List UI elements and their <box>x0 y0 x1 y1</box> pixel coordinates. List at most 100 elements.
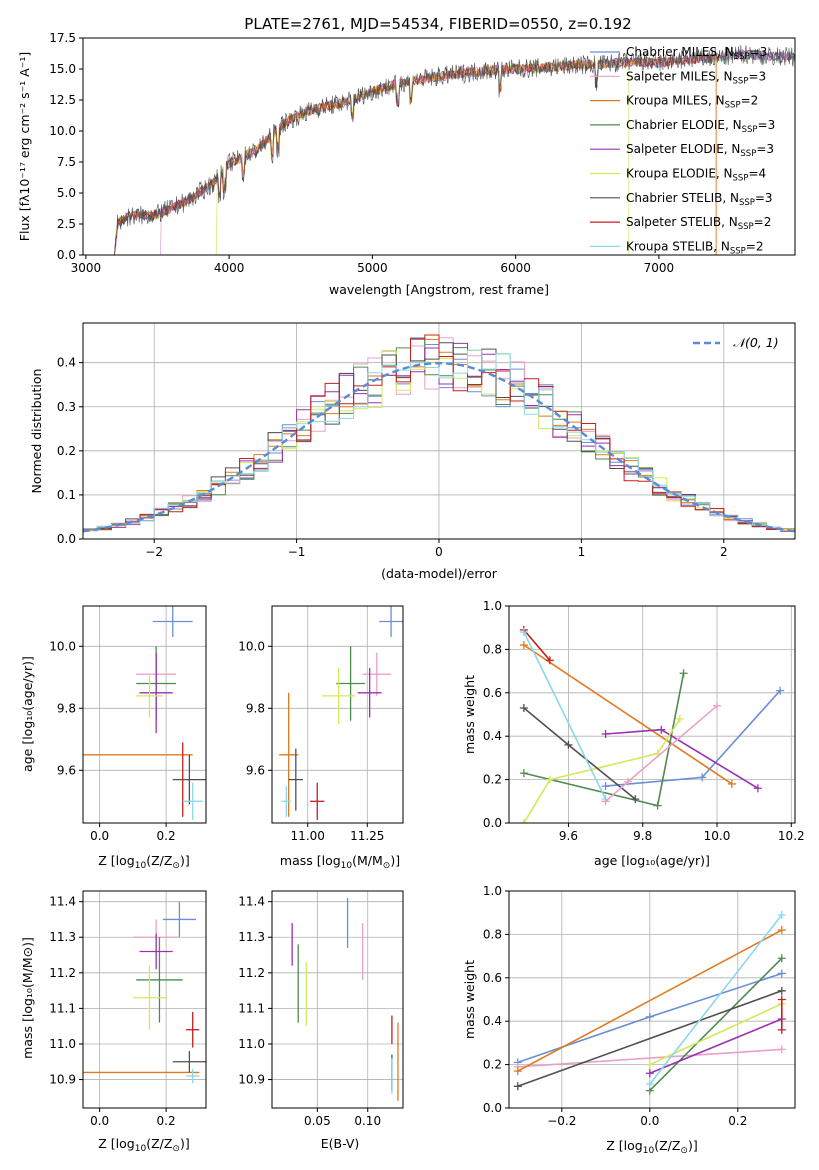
weight-marker-chabrier-stelib <box>777 986 786 995</box>
weight-marker-kroupa-miles <box>727 779 736 788</box>
y-tick-label: 1.0 <box>483 884 502 898</box>
spectrum-line-chabrier-stelib <box>114 44 795 255</box>
label-part: (Z/Z <box>146 1136 172 1151</box>
weight-marker-salpeter-elodie <box>657 725 666 734</box>
y-tick-label: 9.8 <box>57 701 76 715</box>
legend-sub: SSP <box>733 76 749 86</box>
plot-area <box>114 44 795 255</box>
label-part: (Z/Z <box>146 853 172 868</box>
y-tick-label: 15.0 <box>49 62 76 76</box>
x-tick-label: 11.00 <box>291 829 325 843</box>
weight-marker-chabrier-miles <box>645 1012 654 1021</box>
x-tick-label: 4000 <box>214 261 245 275</box>
x-axis-label: E(B-V) <box>321 1136 360 1151</box>
y-tick-label: 12.5 <box>49 93 76 107</box>
x-tick-label: 0.2 <box>157 1114 176 1128</box>
y-tick-label: 11.4 <box>238 895 265 909</box>
y-axis-label: mass weight <box>462 960 477 1039</box>
legend-text: Salpeter ELODIE, N <box>626 142 740 156</box>
label-sub: ⊙ <box>383 861 391 871</box>
y-tick-label: 10.9 <box>238 1073 265 1087</box>
weight-line-kroupa-stelib <box>649 914 783 1085</box>
label-sub: 10 <box>341 861 353 871</box>
legend-entry-salpeter-elodie: Salpeter ELODIE, NSSP=3 <box>626 142 774 159</box>
weight-marker-salpeter-elodie <box>753 784 762 793</box>
axes-frame <box>82 322 796 540</box>
plot-area <box>83 901 206 1084</box>
legend-entry-kroupa-miles: Kroupa MILES, NSSP=2 <box>626 94 758 111</box>
legend-text: Chabrier STELIB, N <box>626 191 739 205</box>
label-sub: 10 <box>135 1144 147 1154</box>
axes-frame <box>82 605 207 824</box>
x-tick-label: 0.0 <box>90 829 109 843</box>
y-axis-label: Flux [fλ10⁻¹⁷ erg cm⁻² s⁻¹ A⁻¹] <box>17 52 32 241</box>
weight-line-salpeter-elodie <box>649 1018 783 1075</box>
y-tick-label: 11.0 <box>49 1037 76 1051</box>
y-tick-label: 0.0 <box>483 816 502 830</box>
y-axis-label: mass weight <box>462 675 477 754</box>
y-tick-label: 9.8 <box>246 701 265 715</box>
x-tick-label: 0.0 <box>640 1114 659 1128</box>
weight-line-chabrier-stelib <box>523 707 636 800</box>
y-axis-label: Normed distribution <box>29 369 44 494</box>
weight-marker-salpeter-miles <box>623 777 632 786</box>
x-tick-label: 0.0 <box>90 1114 109 1128</box>
y-tick-label: 0.1 <box>57 488 76 502</box>
x-tick-label: 0.10 <box>354 1114 381 1128</box>
spectrum-panel: 3000 4000 5000 6000 7000 0.0 2.5 5.0 7.5 10.0 12.5… <box>17 31 796 297</box>
legend-entry-salpeter-stelib: Salpeter STELIB, NSSP=2 <box>626 215 771 232</box>
legend-entry-chabrier-stelib: Chabrier STELIB, NSSP=3 <box>626 191 773 208</box>
label-part: )] <box>390 853 400 868</box>
weight-line-kroupa-elodie <box>523 718 681 823</box>
legend-entry-salpeter-miles: Salpeter MILES, NSSP=3 <box>626 69 766 86</box>
x-axis-label: age [log₁₀(age/yr)] <box>594 853 710 868</box>
axes-frame <box>82 37 796 256</box>
legend-sub: SSP <box>725 101 741 111</box>
axes-frame <box>508 890 796 1109</box>
label-part: (Z/Z <box>654 1138 680 1153</box>
label-part: )] <box>180 1136 190 1151</box>
weight-marker-chabrier-stelib <box>564 740 573 749</box>
plot-area <box>279 606 403 820</box>
y-tick-label: 0.8 <box>483 927 502 941</box>
weight-line-chabrier-elodie <box>649 957 783 1092</box>
x-axis-label: wavelength [Angstrom, rest frame] <box>329 282 549 297</box>
legend-text: =2 <box>746 239 764 253</box>
weight-marker-kroupa-elodie <box>675 714 684 723</box>
label-sub: 10 <box>135 861 147 871</box>
y-tick-label: 11.4 <box>49 895 76 909</box>
weight-vs-age-panel: 9.6 9.8 10.0 10.2 0.0 0.2 0.4 0.6 0.8 1.0 mass wei… <box>462 599 805 868</box>
y-tick-label: 11.1 <box>238 1001 265 1015</box>
weight-marker-kroupa-stelib <box>777 910 786 919</box>
legend-sub: SSP <box>739 198 755 208</box>
figure-title: PLATE=2761, MJD=54534, FIBERID=0550, z=0… <box>244 15 631 33</box>
weight-marker-salpeter-elodie <box>645 1069 654 1078</box>
label-part: )] <box>180 853 190 868</box>
legend-entry-kroupa-stelib: Kroupa STELIB, NSSP=2 <box>626 239 764 256</box>
x-tick-label: 10.0 <box>704 829 731 843</box>
legend-sub: SSP <box>733 174 749 184</box>
weight-marker-chabrier-stelib <box>513 1082 522 1091</box>
legend-text: Chabrier ELODIE, N <box>626 118 742 132</box>
x-tick-label: 9.8 <box>633 829 652 843</box>
weight-line-chabrier-stelib <box>517 990 783 1088</box>
x-tick-label: 0.05 <box>304 1114 331 1128</box>
weight-marker-salpeter-elodie <box>601 730 610 739</box>
y-tick-label: 0.6 <box>483 971 502 985</box>
y-tick-label: 0.4 <box>483 729 502 743</box>
y-tick-label: 9.6 <box>246 763 265 777</box>
weight-marker-chabrier-elodie <box>679 669 688 678</box>
age-vs-metallicity-panel: 0.0 0.2 9.6 9.8 10.0 Z [log10(Z/Z⊙)] age [log₁… <box>20 605 207 871</box>
y-tick-label: 10.0 <box>49 639 76 653</box>
y-tick-label: 0.4 <box>57 356 76 370</box>
plot-area <box>291 898 399 1101</box>
mass-vs-metallicity-panel: 0.0 0.2 10.9 11.0 11.1 11.2 11.3 11.4 Z [log10(Z… <box>20 890 207 1154</box>
legend-text: Chabrier MILES, N <box>626 45 734 59</box>
mass-vs-extinction-panel: 0.05 0.10 10.9 11.0 11.1 11.2 11.3 11.4 E(B-V) <box>238 890 404 1151</box>
label-sub: ⊙ <box>172 1144 180 1154</box>
y-tick-label: 0.2 <box>483 1058 502 1072</box>
x-tick-label: −0.2 <box>547 1114 576 1128</box>
weight-marker-kroupa-miles <box>777 926 786 935</box>
x-tick-label: 0.2 <box>157 829 176 843</box>
y-tick-label: 7.5 <box>57 155 76 169</box>
